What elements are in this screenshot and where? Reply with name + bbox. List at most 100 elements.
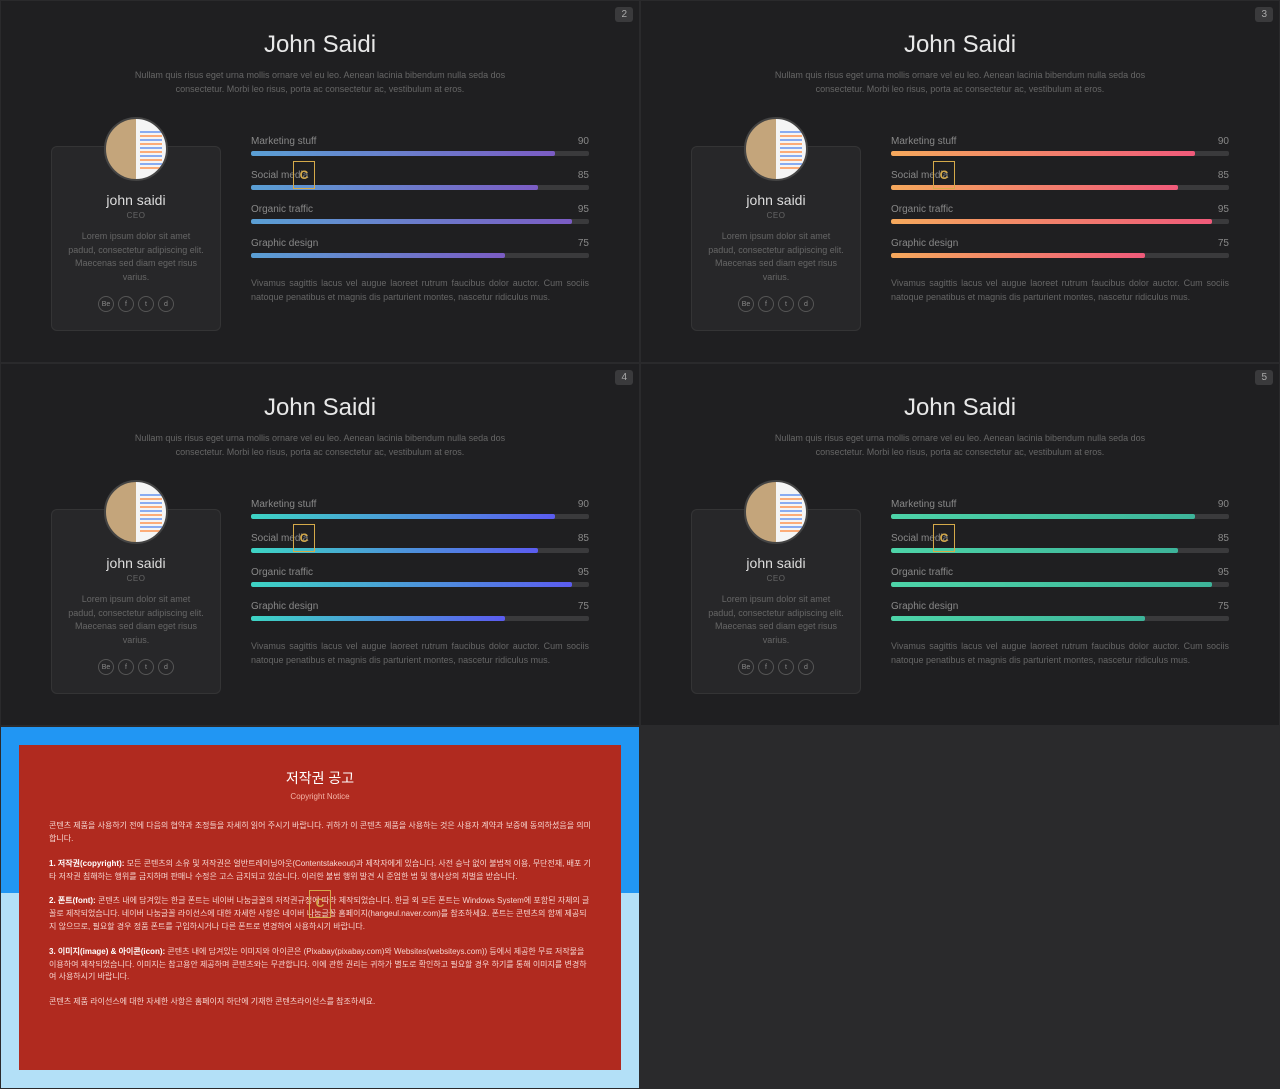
profile-slide: 3 John Saidi Nullam quis risus eget urna… bbox=[640, 0, 1280, 363]
skill-value: 90 bbox=[1218, 136, 1229, 147]
skill-bar-fill bbox=[891, 253, 1145, 258]
card-desc: Lorem ipsum dolor sit amet padud, consec… bbox=[707, 593, 845, 647]
skill-item: Marketing stuff 90 bbox=[251, 499, 589, 519]
social-icon[interactable]: d bbox=[158, 659, 174, 675]
skill-bar-fill bbox=[891, 185, 1178, 190]
skills-description: Vivamus sagittis lacus vel augue laoreet… bbox=[891, 639, 1229, 668]
skill-item: Social media 85 bbox=[251, 170, 589, 190]
copyright-inner: 저작권 공고 Copyright Notice 콘텐츠 제품을 사용하기 전에 … bbox=[19, 745, 621, 1070]
slide-title: John Saidi bbox=[51, 31, 589, 59]
skill-bar-fill bbox=[891, 219, 1212, 224]
skills-description: Vivamus sagittis lacus vel augue laoreet… bbox=[251, 639, 589, 668]
profile-card: john saidi CEO Lorem ipsum dolor sit ame… bbox=[691, 509, 861, 694]
social-icon[interactable]: d bbox=[798, 296, 814, 312]
skill-value: 90 bbox=[578, 136, 589, 147]
social-icon[interactable]: f bbox=[758, 296, 774, 312]
slide-subtitle: Nullam quis risus eget urna mollis ornar… bbox=[760, 432, 1160, 459]
skill-bar-track bbox=[251, 548, 589, 553]
social-icon[interactable]: Be bbox=[98, 659, 114, 675]
social-icon[interactable]: t bbox=[778, 659, 794, 675]
skill-bar-track bbox=[891, 253, 1229, 258]
card-role: CEO bbox=[67, 574, 205, 583]
social-icon[interactable]: t bbox=[138, 296, 154, 312]
social-icon[interactable]: f bbox=[758, 659, 774, 675]
social-icon[interactable]: t bbox=[138, 659, 154, 675]
social-icon[interactable]: f bbox=[118, 296, 134, 312]
skill-label: Graphic design bbox=[251, 238, 318, 249]
social-icon[interactable]: Be bbox=[738, 296, 754, 312]
social-icon[interactable]: Be bbox=[98, 296, 114, 312]
skill-bar-track bbox=[891, 219, 1229, 224]
skill-value: 95 bbox=[578, 567, 589, 578]
avatar bbox=[104, 117, 168, 181]
copyright-slide: 저작권 공고 Copyright Notice 콘텐츠 제품을 사용하기 전에 … bbox=[0, 726, 640, 1089]
slide-subtitle: Nullam quis risus eget urna mollis ornar… bbox=[760, 69, 1160, 96]
skill-item: Organic traffic 95 bbox=[891, 567, 1229, 587]
profile-card: john saidi CEO Lorem ipsum dolor sit ame… bbox=[691, 146, 861, 331]
skill-label: Organic traffic bbox=[251, 204, 313, 215]
skill-item: Social media 85 bbox=[251, 533, 589, 553]
social-icon[interactable]: d bbox=[158, 296, 174, 312]
skills-panel: Marketing stuff 90 Social media 85 Org bbox=[251, 479, 589, 668]
skill-item: Marketing stuff 90 bbox=[251, 136, 589, 156]
card-desc: Lorem ipsum dolor sit amet padud, consec… bbox=[707, 230, 845, 284]
skill-item: Graphic design 75 bbox=[251, 601, 589, 621]
slide-number-badge: 2 bbox=[615, 7, 633, 22]
skill-value: 85 bbox=[1218, 533, 1229, 544]
copyright-footer: 콘텐츠 제품 라이선스에 대한 자세한 사항은 홈페이지 하단에 기재한 콘텐츠… bbox=[49, 996, 591, 1009]
card-role: CEO bbox=[707, 211, 845, 220]
skill-item: Graphic design 75 bbox=[891, 601, 1229, 621]
slide-title: John Saidi bbox=[691, 394, 1229, 422]
skill-item: Marketing stuff 90 bbox=[891, 499, 1229, 519]
slide-number-badge: 5 bbox=[1255, 370, 1273, 385]
copyright-outer: 저작권 공고 Copyright Notice 콘텐츠 제품을 사용하기 전에 … bbox=[1, 727, 639, 1088]
social-icon[interactable]: t bbox=[778, 296, 794, 312]
skill-bar-fill bbox=[891, 514, 1195, 519]
skills-panel: Marketing stuff 90 Social media 85 Org bbox=[891, 479, 1229, 668]
skill-bar-track bbox=[251, 219, 589, 224]
profile-slide: 2 John Saidi Nullam quis risus eget urna… bbox=[0, 0, 640, 363]
skill-bar-fill bbox=[251, 253, 505, 258]
skills-description: Vivamus sagittis lacus vel augue laoreet… bbox=[891, 276, 1229, 305]
skill-value: 85 bbox=[578, 170, 589, 181]
skill-item: Graphic design 75 bbox=[891, 238, 1229, 258]
skill-item: Marketing stuff 90 bbox=[891, 136, 1229, 156]
skill-item: Graphic design 75 bbox=[251, 238, 589, 258]
copyright-section-1: 1. 저작권(copyright): 모든 콘텐츠의 소유 및 저작권은 얼반트… bbox=[49, 858, 591, 884]
slide-title: John Saidi bbox=[51, 394, 589, 422]
slide-number-badge: 4 bbox=[615, 370, 633, 385]
skill-bar-fill bbox=[251, 616, 505, 621]
card-name: john saidi bbox=[67, 192, 205, 208]
skill-bar-track bbox=[251, 151, 589, 156]
skill-item: Social media 85 bbox=[891, 170, 1229, 190]
social-icon[interactable]: f bbox=[118, 659, 134, 675]
skill-bar-track bbox=[891, 185, 1229, 190]
skill-label: Social media bbox=[891, 170, 948, 181]
skill-label: Marketing stuff bbox=[891, 499, 956, 510]
skills-panel: Marketing stuff 90 Social media 85 Org bbox=[251, 116, 589, 305]
social-row: Beftd bbox=[707, 296, 845, 312]
copyright-badge-icon: C bbox=[309, 890, 331, 918]
empty-cell bbox=[640, 726, 1280, 1089]
skill-value: 95 bbox=[1218, 567, 1229, 578]
avatar bbox=[744, 117, 808, 181]
skill-bar-track bbox=[251, 514, 589, 519]
skill-bar-track bbox=[891, 151, 1229, 156]
slide-subtitle: Nullam quis risus eget urna mollis ornar… bbox=[120, 432, 520, 459]
skill-label: Social media bbox=[251, 533, 308, 544]
card-role: CEO bbox=[67, 211, 205, 220]
skill-item: Organic traffic 95 bbox=[251, 204, 589, 224]
copyright-title: 저작권 공고 bbox=[49, 767, 591, 789]
copyright-intro: 콘텐츠 제품을 사용하기 전에 다음의 협약과 조정들을 자세히 읽어 주시기 … bbox=[49, 820, 591, 846]
social-icon[interactable]: d bbox=[798, 659, 814, 675]
card-desc: Lorem ipsum dolor sit amet padud, consec… bbox=[67, 230, 205, 284]
avatar bbox=[744, 480, 808, 544]
skill-label: Marketing stuff bbox=[891, 136, 956, 147]
social-icon[interactable]: Be bbox=[738, 659, 754, 675]
skill-bar-fill bbox=[251, 185, 538, 190]
skill-value: 90 bbox=[1218, 499, 1229, 510]
slide-subtitle: Nullam quis risus eget urna mollis ornar… bbox=[120, 69, 520, 96]
skill-value: 75 bbox=[578, 601, 589, 612]
copyright-subtitle: Copyright Notice bbox=[49, 791, 591, 804]
skill-label: Graphic design bbox=[891, 601, 958, 612]
